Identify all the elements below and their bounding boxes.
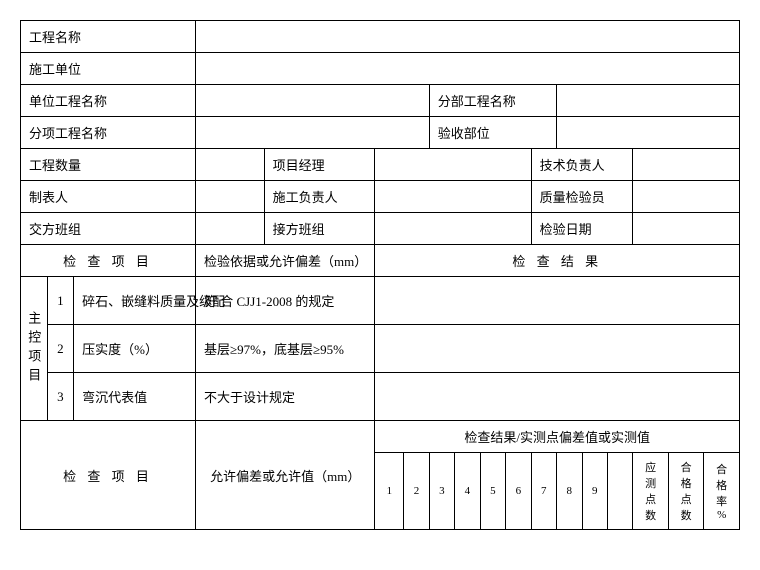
col-num [607, 453, 632, 530]
col-stat: 合格点数 [668, 453, 703, 530]
quantity-value[interactable] [196, 149, 265, 181]
row-basis: 基层≥97%，底基层≥95% [196, 325, 375, 373]
handover-team-label: 交方班组 [21, 213, 196, 245]
col-num: 1 [375, 453, 404, 530]
acceptance-dept-label: 验收部位 [429, 117, 556, 149]
unit-project-value[interactable] [196, 85, 430, 117]
col-num: 6 [506, 453, 531, 530]
inspect-date-value[interactable] [633, 213, 740, 245]
handover-team-value[interactable] [196, 213, 265, 245]
col-num: 3 [429, 453, 454, 530]
check-item-header-1: 检 查 项 目 [21, 245, 196, 277]
row-no: 1 [47, 277, 74, 325]
result-header-1: 检 查 结 果 [375, 245, 740, 277]
preparer-label: 制表人 [21, 181, 196, 213]
construction-lead-label: 施工负责人 [264, 181, 375, 213]
project-name-value[interactable] [196, 21, 740, 53]
sub-project-value[interactable] [196, 117, 430, 149]
row-item: 弯沉代表值 [74, 373, 196, 421]
col-num: 9 [582, 453, 607, 530]
quantity-label: 工程数量 [21, 149, 196, 181]
quality-inspector-label: 质量检验员 [531, 181, 633, 213]
acceptance-dept-value[interactable] [557, 117, 740, 149]
row-basis: 不大于设计规定 [196, 373, 375, 421]
row-result[interactable] [375, 277, 740, 325]
col-stat: 合格率 % [704, 453, 740, 530]
sub-project-label: 分项工程名称 [21, 117, 196, 149]
col-num: 4 [455, 453, 480, 530]
pm-value[interactable] [375, 149, 531, 181]
receive-team-value[interactable] [375, 213, 531, 245]
col-num: 7 [531, 453, 556, 530]
tolerance-header: 允许偏差或允许值（mm） [196, 421, 375, 530]
section-project-value[interactable] [557, 85, 740, 117]
construction-lead-value[interactable] [375, 181, 531, 213]
row-result[interactable] [375, 373, 740, 421]
check-item-header-2: 检 查 项 目 [21, 421, 196, 530]
unit-project-label: 单位工程名称 [21, 85, 196, 117]
col-num: 5 [480, 453, 505, 530]
col-num: 8 [557, 453, 582, 530]
row-result[interactable] [375, 325, 740, 373]
preparer-value[interactable] [196, 181, 265, 213]
inspect-date-label: 检验日期 [531, 213, 633, 245]
row-item: 压实度（%） [74, 325, 196, 373]
receive-team-label: 接方班组 [264, 213, 375, 245]
contractor-value[interactable] [196, 53, 740, 85]
col-stat: 应测点数 [633, 453, 668, 530]
basis-header: 检验依据或允许偏差（mm） [196, 245, 375, 277]
row-item: 碎石、嵌缝料质量及级配 [74, 277, 196, 325]
quality-inspector-value[interactable] [633, 181, 740, 213]
pm-label: 项目经理 [264, 149, 375, 181]
inspection-form-table: 工程名称 施工单位 单位工程名称 分部工程名称 分项工程名称 验收部位 工程数量… [20, 20, 740, 530]
row-no: 2 [47, 325, 74, 373]
section-project-label: 分部工程名称 [429, 85, 556, 117]
main-control-label: 主控项目 [21, 277, 48, 421]
contractor-label: 施工单位 [21, 53, 196, 85]
project-name-label: 工程名称 [21, 21, 196, 53]
col-num: 2 [404, 453, 429, 530]
tech-lead-label: 技术负责人 [531, 149, 633, 181]
row-no: 3 [47, 373, 74, 421]
tech-lead-value[interactable] [633, 149, 740, 181]
result-header-2: 检查结果/实测点偏差值或实测值 [375, 421, 740, 453]
row-basis: 符 合 CJJ1-2008 的规定 [196, 277, 375, 325]
